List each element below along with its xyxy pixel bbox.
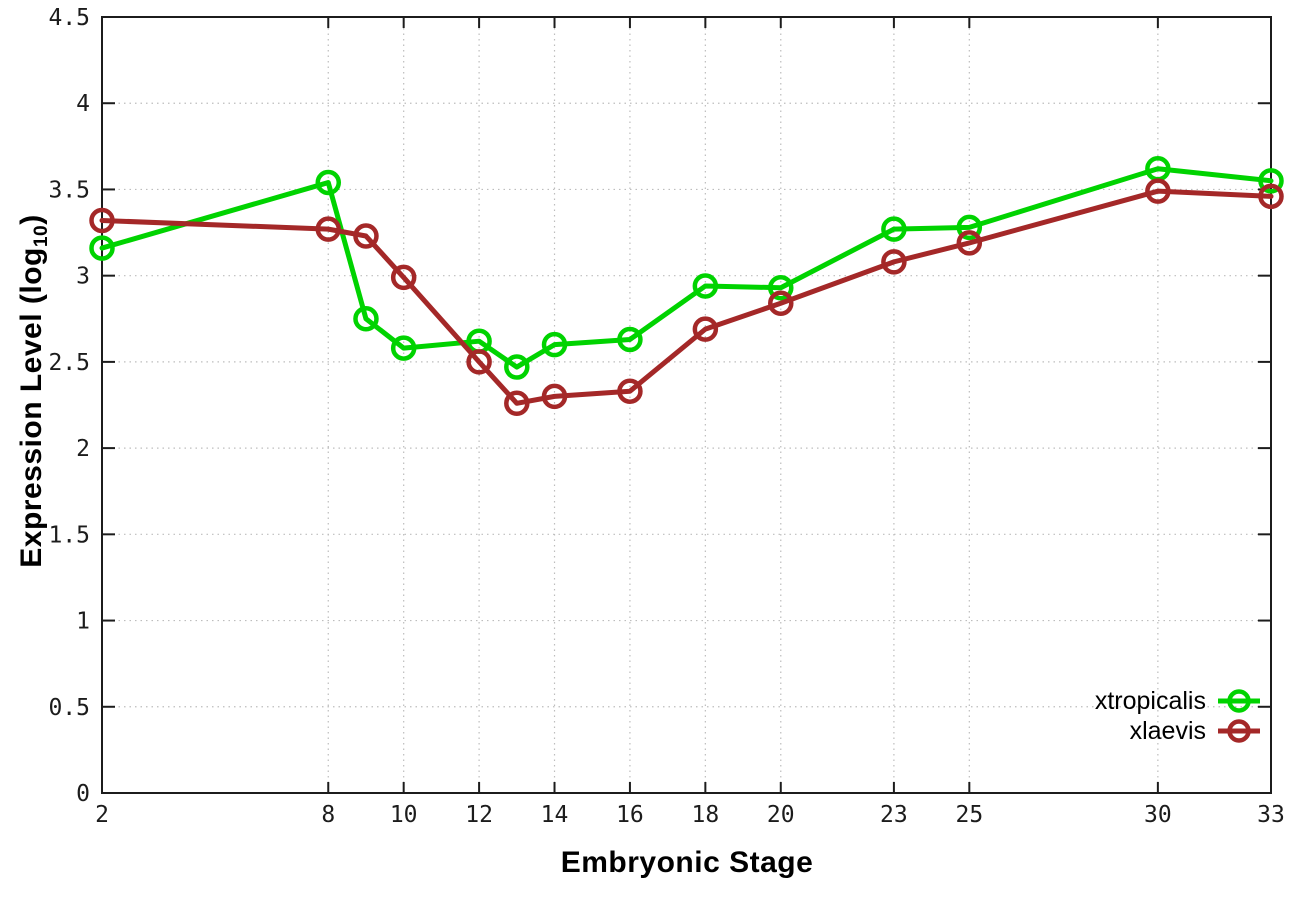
data-point-xtropicalis [353,306,379,332]
x-tick-label: 10 [390,802,418,828]
y-tick-label: 4 [76,91,90,117]
y-axis-title-subscript: 10 [30,224,52,248]
data-point-xlaevis [617,378,643,404]
x-tick-label: 18 [692,802,720,828]
y-tick-label: 3 [76,264,90,290]
y-tick-label: 2.5 [48,350,90,376]
legend-sample-marker [1227,719,1251,743]
y-tick-label: 0.5 [48,695,90,721]
x-tick-label: 14 [541,802,569,828]
data-point-xlaevis [89,207,115,234]
y-tick-label: 4.5 [48,5,90,31]
x-axis-title: Embryonic Stage [560,846,814,879]
legend-item-xtropicalis: xtropicalis [1095,686,1262,716]
legend: xtropicalis xlaevis [1095,686,1262,746]
data-point-xlaevis [541,383,568,410]
data-point-xlaevis [1258,183,1284,210]
legend-marker-xlaevis-icon [1218,719,1260,743]
data-point-xtropicalis [541,331,568,358]
y-tick-label: 1 [76,609,90,635]
data-point-xtropicalis [768,274,794,301]
data-point-xtropicalis [692,273,719,299]
legend-marker-xtropicalis-icon [1218,689,1260,713]
x-tick-label: 20 [767,802,795,828]
legend-label-xlaevis: xlaevis [1129,716,1206,745]
y-tick-label: 1.5 [48,522,90,548]
data-point-xlaevis [692,316,719,342]
legend-item-xlaevis: xlaevis [1095,716,1262,746]
x-tick-label: 30 [1144,802,1172,828]
data-point-xtropicalis [1258,168,1284,194]
data-point-xtropicalis [504,354,530,380]
data-point-xtropicalis [315,169,342,196]
data-point-xlaevis [956,230,983,256]
data-point-xlaevis [1145,178,1171,204]
data-point-xlaevis [768,290,794,317]
data-point-xtropicalis [617,326,643,353]
data-point-xlaevis [466,349,492,375]
plot-border [101,16,1272,794]
x-tick-label: 16 [616,802,644,828]
series-line-xtropicalis [99,166,1274,370]
data-point-xlaevis [390,264,417,291]
y-axis-title-text: Expression Level (log [15,247,49,568]
legend-sample-marker [1227,689,1251,713]
y-tick-label: 0 [76,781,90,807]
x-tick-label: 25 [955,802,983,828]
x-tick-label: 12 [465,802,493,828]
data-point-xlaevis [353,223,379,249]
x-tick-label: 8 [321,802,335,828]
y-axis-title: Expression Level (log10) [15,214,53,567]
data-point-xtropicalis [881,216,907,242]
x-tick-label: 2 [95,802,109,828]
data-point-xlaevis [881,249,907,275]
y-axis-title-close: ) [15,214,49,225]
legend-label-xtropicalis: xtropicalis [1094,686,1206,715]
y-tick-label: 2 [76,436,90,462]
data-point-xlaevis [504,390,530,417]
x-tick-label: 23 [880,802,908,828]
data-point-xtropicalis [390,335,417,361]
x-tick-label: 33 [1257,802,1285,828]
data-point-xtropicalis [89,235,115,261]
data-point-xtropicalis [956,214,983,241]
y-tick-label: 3.5 [48,177,90,203]
data-point-xlaevis [315,216,342,242]
